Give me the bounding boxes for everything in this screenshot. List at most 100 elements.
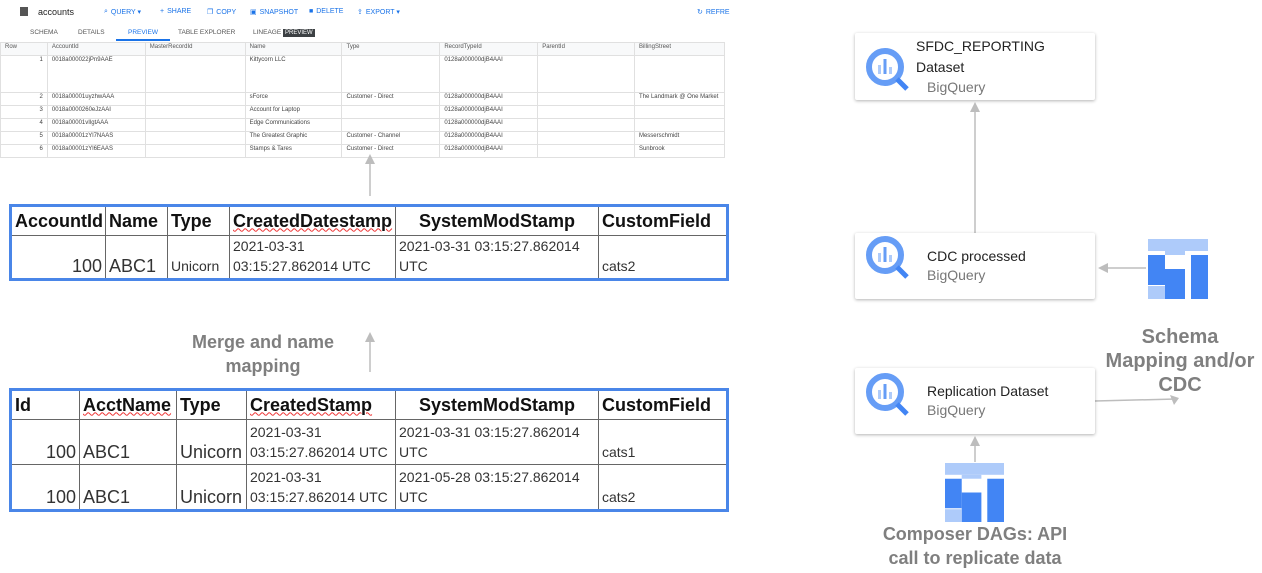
cell-systemmod: 2021-05-28 03:15:27.862014 UTC	[395, 463, 599, 512]
bigquery-icon	[866, 236, 909, 279]
cell-type: Unicorn	[167, 235, 230, 280]
cell-id: 100	[10, 463, 80, 512]
table-cell: 0128a000000djB4AAI	[439, 144, 539, 158]
header-customfield: CustomField	[598, 205, 728, 236]
table-row: 2 0018a00001uyzhwAAA sForce Customer - Dire…	[0, 92, 726, 106]
node-cdc-processed[interactable]: CDC processed BigQuery	[855, 233, 1095, 299]
table-cell: The Landmark @ One Market	[633, 92, 726, 106]
cell-systemmod: 2021-03-31 03:15:27.862014 UTC	[395, 235, 599, 280]
table-cell: 5	[0, 131, 48, 145]
table-cell: 6	[0, 144, 48, 158]
table-cell	[144, 92, 246, 106]
snapshot-button[interactable]: ▣ SNAPSHOT	[250, 8, 299, 17]
table-cell: sForce	[244, 92, 343, 106]
table-row: 1 0018a000022jPn9AAE Kittycorn LLC 0128a000…	[0, 55, 726, 93]
cell-type: Unicorn	[176, 463, 247, 512]
share-button[interactable]: + SHARE	[160, 8, 192, 15]
header-acctname: AcctName	[79, 389, 177, 420]
table-cell: Account for Laptop	[244, 105, 343, 119]
tab-details[interactable]: DETAILS	[78, 29, 105, 36]
cell-name: ABC1	[79, 463, 177, 512]
cell-type: Unicorn	[176, 419, 247, 465]
column-header[interactable]: MasterRecordId	[144, 42, 246, 56]
cell-systemmod: 2021-03-31 03:15:27.862014 UTC	[395, 419, 599, 465]
table-cell	[144, 118, 246, 132]
connector-replication-to-schema	[1094, 398, 1177, 402]
table-cell: Sunbrook	[633, 144, 726, 158]
table-cell: 4	[0, 118, 48, 132]
header-type: Type	[176, 389, 247, 420]
table-cell: 0128a000000djB4AAI	[439, 105, 539, 119]
node-title: Replication Dataset	[927, 383, 1049, 399]
table-cell: 0128a000000djB4AAI	[439, 131, 539, 145]
column-header[interactable]: Name	[244, 42, 343, 56]
source-table: Id AcctName Type CreatedStamp SystemModS…	[9, 388, 729, 512]
header-type: Type	[167, 205, 230, 236]
arrow-up	[365, 154, 375, 196]
node-replication-dataset[interactable]: Replication Dataset BigQuery	[855, 368, 1095, 434]
header-name: Name	[105, 205, 168, 236]
table-row: 6 0018a00001zYl6EAAS Stamps & Tares Custome…	[0, 144, 726, 158]
node-service: BigQuery	[927, 402, 986, 418]
column-header[interactable]: RecordTypeId	[439, 42, 539, 56]
tab-table-explorer[interactable]: TABLE EXPLORER	[178, 29, 236, 36]
table-cell	[144, 105, 246, 119]
column-header[interactable]: Row	[0, 42, 48, 56]
node-sfdc-reporting[interactable]: SFDC_REPORTING Dataset BigQuery	[855, 33, 1095, 100]
table-cell	[341, 55, 441, 93]
table-cell	[633, 55, 726, 93]
cell-id: 100	[10, 419, 80, 465]
table-icon	[20, 7, 28, 16]
table-cell	[537, 131, 635, 145]
header-systemmodstamp: SystemModStamp	[395, 205, 599, 236]
table-cell	[144, 55, 246, 93]
bq-toolbar: accounts ⌕ QUERY ▾ + SHARE ❐ COPY ▣ SNAPSHOT…	[0, 0, 730, 24]
table-cell	[341, 105, 441, 119]
trash-icon: ■	[309, 8, 314, 15]
node-title-line2: Dataset	[916, 59, 965, 75]
table-cell	[537, 55, 635, 93]
delete-button[interactable]: ■ DELETE	[309, 8, 344, 15]
tab-lineage[interactable]: LINEAGE PREVIEW	[253, 29, 315, 37]
table-cell: 0018a00001zYl6EAAS	[46, 144, 146, 158]
target-table: AccountId Name Type CreatedDatestamp Sys…	[9, 204, 729, 281]
refresh-button[interactable]: ↻ REFRE	[697, 8, 730, 17]
header-createdstamp: CreatedStamp	[246, 389, 396, 420]
table-cell	[144, 144, 246, 158]
table-cell	[633, 118, 726, 132]
table-cell	[537, 144, 635, 158]
table-row: 5 0018a00001zYl7NAAS The Greatest Graphic C…	[0, 131, 726, 145]
person-add-icon: +	[160, 8, 165, 15]
copy-button[interactable]: ❐ COPY	[207, 8, 237, 17]
table-cell: 0018a00001vIlgtAAA	[46, 118, 146, 132]
table-cell: Messerschmidt	[633, 131, 726, 145]
column-header[interactable]: ParentId	[537, 42, 635, 56]
cell-created: 2021-03-31 03:15:27.862014 UTC	[229, 235, 396, 280]
query-button[interactable]: ⌕ QUERY ▾	[104, 8, 142, 16]
column-header[interactable]: Type	[341, 42, 441, 56]
table-cell: Kittycorn LLC	[244, 55, 343, 93]
preview-table: Row AccountId MasterRecordId Name Type Record…	[0, 42, 726, 158]
arrow-up	[365, 332, 375, 372]
cell-created: 2021-03-31 03:15:27.862014 UTC	[246, 463, 396, 512]
column-header[interactable]: BillingStreet	[633, 42, 726, 56]
table-cell: 0018a0000260eJzAAI	[46, 105, 146, 119]
table-cell	[341, 118, 441, 132]
cell-created: 2021-03-31 03:15:27.862014 UTC	[246, 419, 396, 465]
tab-schema[interactable]: SCHEMA	[30, 29, 58, 36]
column-header[interactable]: AccountId	[46, 42, 146, 56]
copy-icon: ❐	[207, 9, 214, 16]
table-cell: The Greatest Graphic	[244, 131, 343, 145]
table-cell	[537, 118, 635, 132]
bq-tabs: SCHEMA DETAILS PREVIEW TABLE EXPLORER LI…	[0, 24, 725, 41]
cell-customfield: cats2	[598, 235, 728, 280]
cell-customfield: cats1	[598, 419, 728, 465]
table-cell: 0128a000000djB4AAI	[439, 118, 539, 132]
export-button[interactable]: ⇪ EXPORT ▾	[357, 9, 400, 16]
table-name: accounts	[38, 7, 75, 17]
node-service: BigQuery	[927, 79, 986, 95]
header-createddatestamp: CreatedDatestamp	[229, 205, 396, 236]
table-cell: Edge Communications	[244, 118, 343, 132]
tab-preview[interactable]: PREVIEW	[116, 29, 170, 41]
header-systemmodstamp: SystemModStamp	[395, 389, 599, 420]
